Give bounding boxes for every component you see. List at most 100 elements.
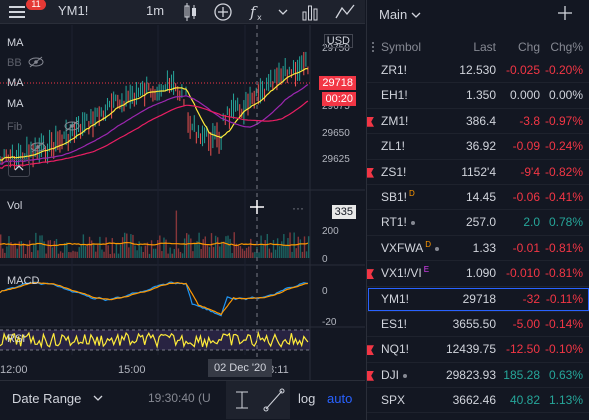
volume-bar xyxy=(74,251,76,258)
volume-bar xyxy=(217,237,219,258)
row-change: 0.000 xyxy=(509,88,540,103)
watchlist-row[interactable]: VX1!/VI E 1.090 -0.010 -0.81% xyxy=(367,261,589,287)
volume-bar xyxy=(262,245,264,258)
row-change-percent: -0.20% xyxy=(544,63,583,77)
auto-scale-toggle[interactable]: auto xyxy=(327,391,353,406)
volume-bar xyxy=(113,253,116,258)
volume-bar xyxy=(146,242,149,258)
row-symbol: NQ1! xyxy=(381,342,410,357)
volume-bar xyxy=(86,243,89,258)
watchlist-title[interactable]: Main xyxy=(379,7,408,22)
compare-icon[interactable] xyxy=(213,2,233,22)
bar-countdown: 00:20 xyxy=(322,92,356,106)
watchlist-row[interactable]: ES1! 3655.50 -5.00 -0.14% xyxy=(367,312,589,338)
flag-icon[interactable] xyxy=(367,269,374,280)
volume-bar xyxy=(305,251,308,258)
indicator-label-ma1[interactable]: MA xyxy=(7,37,24,49)
watchlist-row[interactable]: NQ1! 12439.75 -12.50 -0.10% xyxy=(367,337,589,363)
volume-bar xyxy=(105,237,107,258)
volume-bar xyxy=(303,236,306,258)
volume-bar xyxy=(235,243,237,258)
volume-label[interactable]: Vol xyxy=(7,200,23,212)
volume-bar xyxy=(142,251,144,258)
volume-bar xyxy=(111,238,113,258)
watchlist-row[interactable]: SPX 3662.46 40.82 1.13% xyxy=(367,388,589,414)
watchlist-row[interactable]: ZS1! 1152'4 -9'4 -0.82% xyxy=(367,160,589,185)
volume-bar xyxy=(43,241,45,258)
column-chg-percent[interactable]: Chg% xyxy=(550,40,583,54)
volume-bar xyxy=(39,235,41,258)
volume-bar xyxy=(276,238,279,258)
volume-bar xyxy=(47,240,49,258)
watchlist-row[interactable]: RT1! 257.0 2.0 0.78% xyxy=(367,210,589,236)
trendline-tool[interactable] xyxy=(258,381,290,419)
notification-badge[interactable]: 11 xyxy=(26,0,46,10)
volume-bar xyxy=(254,251,256,258)
price-chart[interactable]: 297502970029675296502962520000-2012:0015… xyxy=(0,25,365,380)
watchlist-row[interactable]: YM1! 29718 -32 -0.11% xyxy=(367,287,589,312)
currency-label[interactable]: USD xyxy=(323,34,353,48)
watchlist-row[interactable]: ZM1! 386.4 -3.8 -0.97% xyxy=(367,109,589,135)
volume-bar xyxy=(31,252,33,258)
chevron-down-icon[interactable] xyxy=(92,391,104,410)
date-range-button[interactable]: Date Range xyxy=(12,391,82,406)
volume-bar xyxy=(210,233,213,258)
watchlist-row[interactable]: ZR1! 12.530 -0.025 -0.20% xyxy=(367,58,589,84)
watchlist-row[interactable]: SB1! D 14.45 -0.06 -0.41% xyxy=(367,185,589,211)
collapse-legend-button[interactable] xyxy=(8,159,30,177)
indicator-label-ma3[interactable]: MA xyxy=(7,98,24,110)
flag-icon[interactable] xyxy=(367,370,374,381)
macd-label[interactable]: MACD xyxy=(7,275,40,287)
volume-bar xyxy=(134,245,136,258)
indicator-label-fib[interactable]: Fib xyxy=(7,121,23,133)
row-change-percent: 0.00% xyxy=(548,88,583,103)
log-scale-toggle[interactable]: log xyxy=(298,391,316,406)
rsi-label[interactable]: RSI xyxy=(7,333,26,345)
volume-bar xyxy=(272,239,275,258)
measure-tool[interactable] xyxy=(226,381,258,419)
chart-canvas[interactable]: 297502970029675296502962520000-2012:0015… xyxy=(0,25,365,380)
interval-button[interactable]: 1m xyxy=(146,3,165,18)
volume-bar xyxy=(169,247,171,258)
volume-bar xyxy=(107,245,109,258)
column-symbol[interactable]: Symbol xyxy=(381,40,422,54)
symbol-search[interactable]: YM1! xyxy=(58,3,89,18)
watchlist-row[interactable]: DJI 29823.93 185.28 0.63% xyxy=(367,363,589,389)
watchlist-row[interactable]: EH1! 1.350 0.000 0.00% xyxy=(367,83,589,109)
templates-icon[interactable] xyxy=(300,2,320,22)
row-symbol: ES1! xyxy=(381,316,408,331)
watchlist-row[interactable]: VXFWA D 1.33 -0.01 -0.81% xyxy=(367,236,589,262)
indicator-label-ma2[interactable]: MA xyxy=(7,77,24,89)
more-icon[interactable]: ··· xyxy=(292,201,304,215)
flag-icon[interactable] xyxy=(367,345,374,356)
menu-icon[interactable] xyxy=(8,4,28,24)
drag-handle-icon[interactable] xyxy=(371,41,375,56)
indicator-label-bb[interactable]: BB xyxy=(7,57,22,69)
flag-icon[interactable] xyxy=(367,116,374,127)
watchlist-row[interactable]: ZL1! 36.92 -0.09 -0.24% xyxy=(367,134,589,160)
volume-bar xyxy=(84,246,87,258)
chevron-down-icon[interactable] xyxy=(276,2,296,22)
alert-icon[interactable] xyxy=(334,2,355,22)
column-chg[interactable]: Chg xyxy=(517,40,540,54)
column-last[interactable]: Last xyxy=(473,40,496,54)
row-symbol: SPX xyxy=(381,393,406,408)
volume-bar xyxy=(119,244,122,258)
add-symbol-icon[interactable] xyxy=(557,5,573,26)
volume-bar xyxy=(115,244,118,258)
volume-bar xyxy=(35,232,37,258)
row-last: 1.090 xyxy=(465,266,496,281)
flag-icon[interactable] xyxy=(367,167,374,178)
chevron-down-icon[interactable] xyxy=(410,8,422,27)
volume-bar xyxy=(72,250,74,258)
row-last: 3655.50 xyxy=(452,316,496,331)
time-display[interactable]: 19:30:40 (U xyxy=(148,391,211,405)
candles-icon[interactable] xyxy=(180,2,200,22)
row-last: 29718 xyxy=(462,291,496,306)
volume-bar xyxy=(66,242,68,258)
volume-bar xyxy=(208,247,211,258)
volume-bar xyxy=(68,252,70,258)
row-last: 14.45 xyxy=(465,189,496,204)
volume-bar xyxy=(159,235,161,258)
